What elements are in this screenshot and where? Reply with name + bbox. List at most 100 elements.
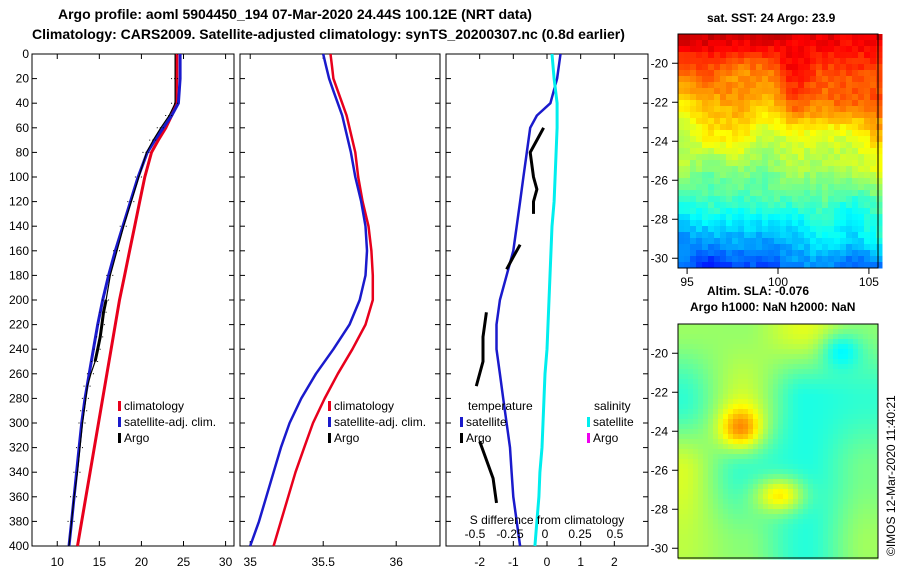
sla-map-cell [773, 489, 779, 495]
sla-map-cell [678, 329, 684, 335]
sla-map-cell [783, 379, 789, 385]
sst-map-cell [756, 202, 763, 209]
sla-map-cell [708, 329, 714, 335]
sla-map-frame [677, 323, 879, 559]
sla-map-cell [823, 364, 829, 370]
sla-map-cell [698, 479, 704, 485]
sst-map-cell [834, 118, 841, 125]
sst-map-cell [804, 70, 811, 77]
sst-map-cell [744, 238, 751, 245]
sst-map-cell [786, 124, 793, 131]
sla-map-cell [703, 434, 709, 440]
sla-map-cell [823, 349, 829, 355]
sla-map-cell [738, 519, 744, 525]
sla-map-cell [783, 544, 789, 550]
sla-map-cell [733, 354, 739, 360]
sla-map-cell [803, 399, 809, 405]
sla-map-cell [808, 414, 814, 420]
sst-map-cell [780, 166, 787, 173]
sla-map-cell [803, 474, 809, 480]
sst-map-cell [714, 166, 721, 173]
sst-map-cell [690, 184, 697, 191]
sla-map-cell [768, 479, 774, 485]
sst-map-cell [798, 106, 805, 113]
sla-map-cell [848, 474, 854, 480]
sla-map-cell [858, 334, 864, 340]
sla-map-cell [703, 334, 709, 340]
sla-map-cell [678, 404, 684, 410]
sla-map-cell [828, 474, 834, 480]
sla-map-cell [843, 329, 849, 335]
sst-map-cell [858, 196, 865, 203]
sla-map-cell [788, 384, 794, 390]
sla-map-cell [678, 364, 684, 370]
sla-map-cell [683, 409, 689, 415]
sla-map-cell [708, 504, 714, 510]
sst-map-cell [762, 112, 769, 119]
sst-map-cell [774, 112, 781, 119]
sla-map-cell [808, 434, 814, 440]
sst-map-cell [840, 184, 847, 191]
sla-map-cell [683, 474, 689, 480]
sla-map-cell [708, 409, 714, 415]
sst-map-cell [798, 172, 805, 179]
sst-map-cell [714, 238, 721, 245]
sla-map-cell [873, 399, 879, 405]
sst-map-cell [738, 124, 745, 131]
sla-map-cell [718, 434, 724, 440]
sst-map-cell [726, 226, 733, 233]
sla-map-cell [748, 534, 754, 540]
sla-map-cell [848, 389, 854, 395]
sst-map-cell [774, 82, 781, 89]
sla-map-cell [788, 404, 794, 410]
sla-map-cell [678, 469, 684, 475]
sla-map-cell [873, 534, 879, 540]
sst-map-cell [828, 148, 835, 155]
depth-tick-label: 320 [9, 441, 29, 455]
sla-map-cell [743, 514, 749, 520]
sla-map-cell [768, 464, 774, 470]
sla-map-cell [848, 459, 854, 465]
sla-map-cell [858, 494, 864, 500]
sla-map-cell [813, 474, 819, 480]
sla-map-cell [713, 389, 719, 395]
sst-map-cell [858, 136, 865, 143]
sst-map-cell [750, 238, 757, 245]
sla-map-cell [723, 444, 729, 450]
sst-map-cell [810, 112, 817, 119]
sla-map-cell [818, 509, 824, 515]
sla-map-cell [833, 414, 839, 420]
sst-map-cell [684, 82, 691, 89]
sst-map-cell [792, 178, 799, 185]
sla-map-cell [738, 514, 744, 520]
sla-map-cell [738, 359, 744, 365]
sst-map-cell [768, 154, 775, 161]
sla-map-cell [753, 324, 759, 330]
sst-map-cell [732, 40, 739, 47]
sla-map-cell [863, 474, 869, 480]
sla-map-cell [728, 449, 734, 455]
sla-map-cell [853, 464, 859, 470]
sst-map-cell [822, 220, 829, 227]
sla-map-cell [688, 324, 694, 330]
sla-map-cell [843, 469, 849, 475]
sla-map-cell [773, 399, 779, 405]
sst-map-cell [798, 244, 805, 251]
sst-map-cell [732, 70, 739, 77]
sst-map-cell [750, 250, 757, 257]
sla-map-cell [868, 469, 874, 475]
sst-map-cell [864, 244, 871, 251]
sst-map-cell [780, 130, 787, 137]
sla-map-cell [813, 444, 819, 450]
sst-map-cell [852, 94, 859, 101]
sla-map-cell [798, 359, 804, 365]
sst-map-cell [858, 52, 865, 59]
sla-map-cell [813, 344, 819, 350]
sst-map-cell [714, 220, 721, 227]
sla-map-cell [803, 384, 809, 390]
sst-map-cell [768, 94, 775, 101]
sla-map-cell [728, 349, 734, 355]
sla-map-cell [758, 379, 764, 385]
sla-map-cell [733, 329, 739, 335]
sla-map-cell [703, 369, 709, 375]
